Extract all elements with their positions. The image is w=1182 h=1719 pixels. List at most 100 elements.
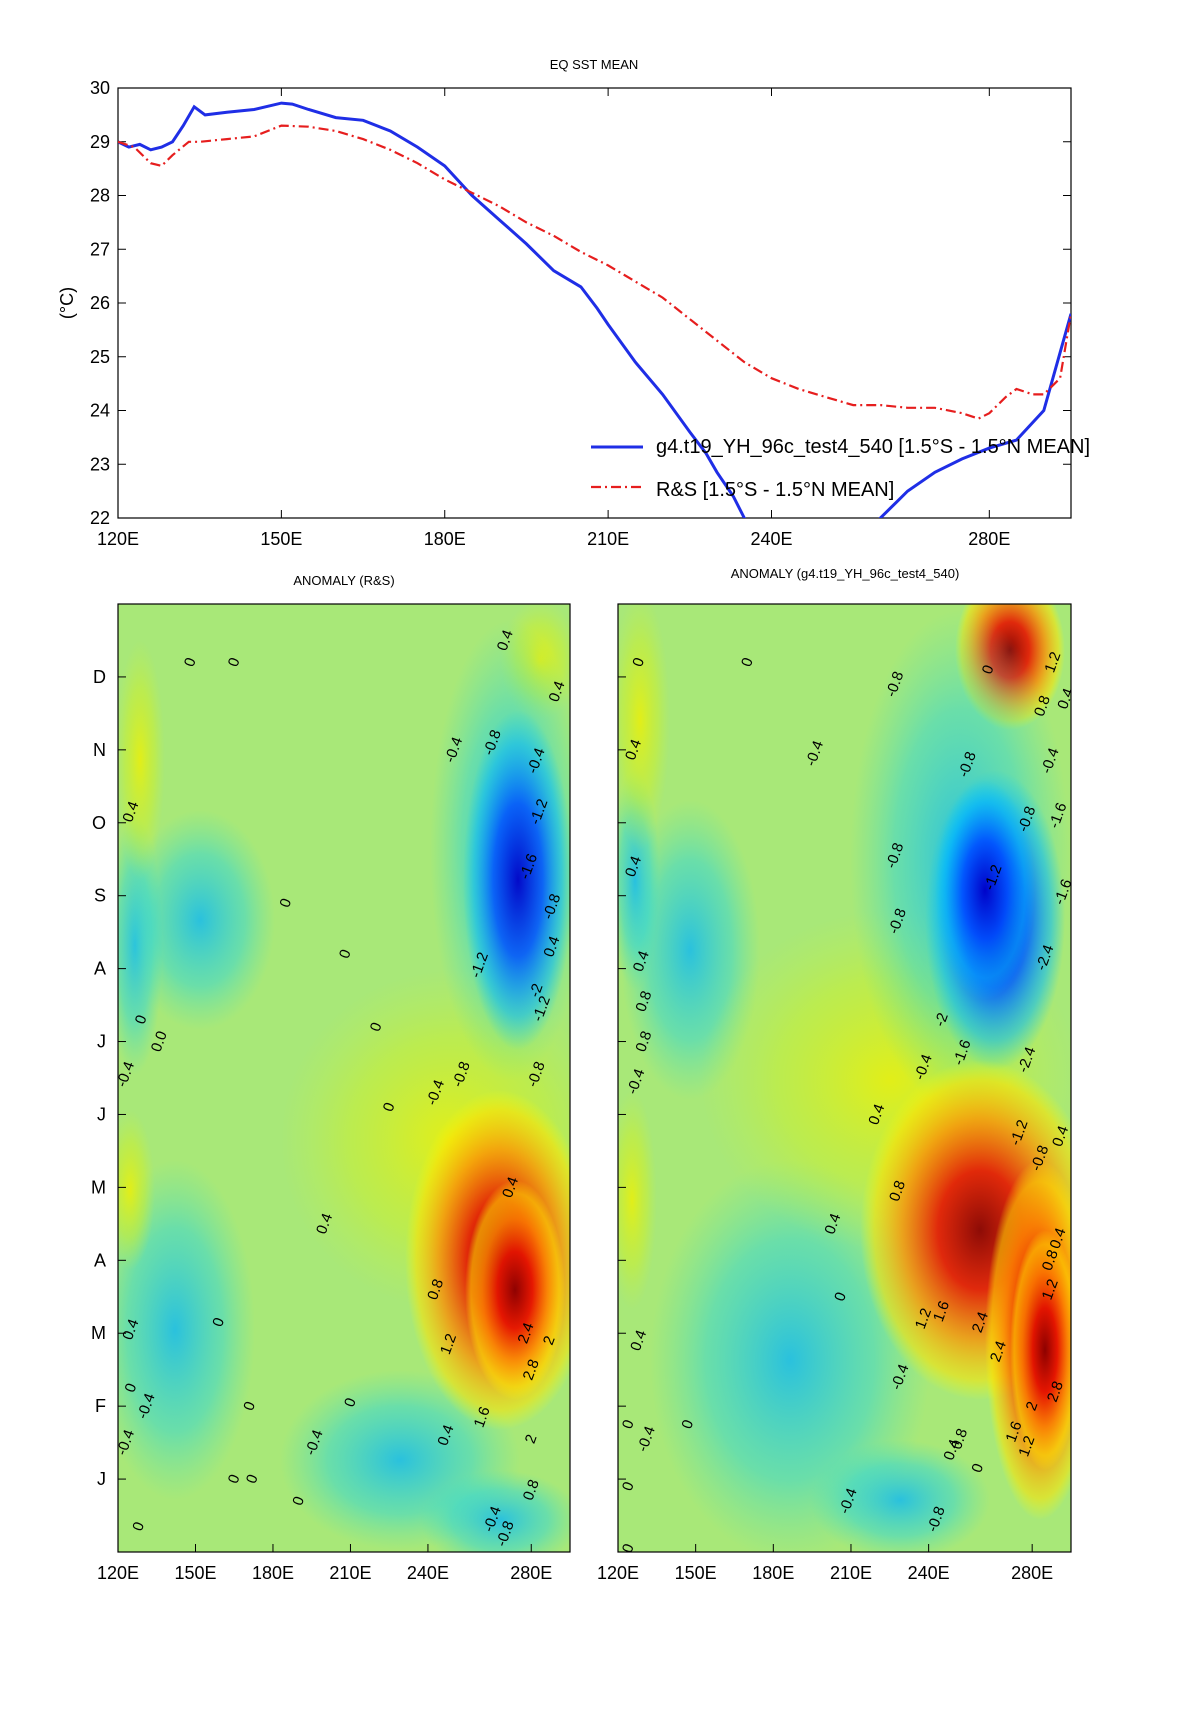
heatmap-model-contour-label: 0.4: [630, 949, 653, 974]
chart1-ytick-label: 24: [90, 401, 110, 421]
heatmap-rs-contour-label: 0.4: [494, 628, 517, 653]
heatmap-rs-contour-label: -2: [526, 981, 547, 999]
heatmap-model-contour-label: 0.4: [865, 1102, 888, 1127]
heatmap-rs-contour-label: 0.4: [119, 1317, 142, 1342]
heatmap-rs-ytick-label: S: [94, 886, 106, 906]
chart1-ytick-label: 23: [90, 454, 110, 474]
heatmap-model-field: [618, 604, 1071, 1552]
heatmap-rs-xtick-label: 150E: [174, 1563, 216, 1583]
heatmap-rs-ytick-label: A: [94, 959, 106, 979]
heatmap-model-contour-label: 0.8: [632, 989, 655, 1014]
heatmap-rs-xtick-label: 180E: [252, 1563, 294, 1583]
chart1-xtick-label: 180E: [424, 529, 466, 549]
heatmap-rs-contour-label: 1.2: [437, 1331, 460, 1356]
heatmap-rs-field: [118, 604, 570, 1552]
chart1-ytick-label: 27: [90, 239, 110, 259]
chart1-ytick-label: 29: [90, 132, 110, 152]
heatmap-model-xtick-label: 210E: [830, 1563, 872, 1583]
chart1-xtick-label: 120E: [97, 529, 139, 549]
heatmap-model-xtick-label: 280E: [1011, 1563, 1053, 1583]
legend-model-label: g4.t19_YH_96c_test4_540 [1.5°S - 1.5°N M…: [656, 436, 1090, 458]
heatmap-rs-xtick-label: 280E: [510, 1563, 552, 1583]
heatmap-rs-contour-label: 0.4: [119, 799, 142, 824]
chart1-title: EQ SST MEAN: [550, 57, 639, 72]
chart1-ylabel: (°C): [57, 287, 77, 319]
series-rs-line: [118, 124, 1071, 420]
heatmap-rs-contour-label: 1.6: [471, 1404, 494, 1429]
chart1-xtick-label: 280E: [968, 529, 1010, 549]
heatmap-rs-contour-label: 0.4: [546, 679, 569, 704]
chart1-xtick-label: 150E: [260, 529, 302, 549]
chart1-ytick-label: 28: [90, 186, 110, 206]
series-model-line: [118, 101, 1071, 518]
heatmap-rs-contour-label: 2.8: [520, 1357, 543, 1382]
heatmap-model-xtick-label: 150E: [675, 1563, 717, 1583]
heatmap-rs-contour-label: 2.4: [515, 1321, 538, 1346]
chart1-ytick-label: 22: [90, 508, 110, 528]
heatmap-rs-ytick-label: M: [91, 1323, 106, 1343]
heatmap-rs-ytick-label: O: [92, 813, 106, 833]
heatmap-rs-ytick-label: F: [95, 1396, 106, 1416]
heatmap-model-contour-label: 2.4: [987, 1339, 1010, 1364]
heatmap-model-contour-label: 0: [619, 1542, 638, 1556]
heatmap-rs-contour-label: 0.0: [148, 1029, 171, 1054]
heatmap-model-contour-label: -2: [931, 1011, 952, 1029]
heatmap-rs-axes-box: [117, 603, 571, 1553]
legend-rs-label: R&S [1.5°S - 1.5°N MEAN]: [656, 479, 894, 501]
heatmap-model-contour-label: 1.6: [930, 1299, 953, 1324]
heatmap-model-contour-label: 0.4: [622, 737, 645, 762]
heatmap-model-xtick-label: 120E: [597, 1563, 639, 1583]
chart1-xtick-label: 210E: [587, 529, 629, 549]
heatmap-rs-contour-label: 0.4: [434, 1423, 457, 1448]
heatmap-rs-xtick-label: 210E: [329, 1563, 371, 1583]
heatmap-model-contour-label: 0.4: [622, 854, 645, 879]
heatmap-rs-ytick-label: M: [91, 1177, 106, 1197]
heatmap-model-contour-label: 1.2: [1015, 1434, 1038, 1459]
heatmap-model-contour-label: 0.4: [821, 1211, 844, 1236]
heatmap-rs-ytick-label: J: [97, 1469, 106, 1489]
chart1-ytick-label: 26: [90, 293, 110, 313]
heatmap-model-contour-label: 0.8: [632, 1029, 655, 1054]
heatmap-model-contour-label: 1.6: [1003, 1419, 1026, 1444]
heatmap-model-contour-label: 1.2: [1041, 650, 1064, 675]
heatmap-rs-contour-label: 0.4: [313, 1211, 336, 1236]
heatmap-model-contour-label: 2.8: [1044, 1379, 1067, 1404]
heatmap-model-contour-label: 0.8: [1031, 693, 1054, 718]
chart1-ytick-label: 25: [90, 347, 110, 367]
chart1-legend: g4.t19_YH_96c_test4_540 [1.5°S - 1.5°N M…: [591, 436, 1090, 501]
heatmap-model-contour-label: 0.8: [948, 1426, 971, 1451]
heatmap-model-contour-label: 0.4: [1049, 1124, 1072, 1149]
chart1-ticks: 120E 150E 180E 210E 240E 280E 22 23 24 25 26 27 28 29…: [90, 78, 1071, 549]
heatmap-model-contour-label: 1.2: [912, 1306, 935, 1331]
heatmap-model-ticks: 120E 150E 180E 210E 240E 280E: [597, 676, 1053, 1583]
heatmap-rs-ytick-label: D: [93, 667, 106, 687]
heatmap-rs-contour-label: 0.8: [520, 1477, 543, 1502]
heatmap-model-xtick-label: 240E: [908, 1563, 950, 1583]
heatmap-rs-contour-label: 0.4: [499, 1175, 522, 1200]
chart3-title: ANOMALY (g4.t19_YH_96c_test4_540): [731, 566, 960, 581]
chart1-ytick-label: 30: [90, 78, 110, 98]
heatmap-model-contour-label: 0.4: [1047, 1226, 1070, 1251]
heatmap-rs-contour-label: 0.8: [424, 1277, 447, 1302]
heatmap-model-contour-label: 2.4: [969, 1310, 992, 1335]
chart2-title: ANOMALY (R&S): [293, 573, 394, 588]
heatmap-model-contour-label: 0.4: [627, 1328, 650, 1353]
heatmap-model-xtick-label: 180E: [752, 1563, 794, 1583]
heatmap-model-contour-label: 0.8: [1039, 1248, 1062, 1273]
heatmap-rs-ytick-label: A: [94, 1250, 106, 1270]
heatmap-rs-contour-label: 0.4: [540, 934, 563, 959]
heatmap-rs-ticks: 120E 150E 180E 210E 240E 280E J F M A M J J A S O N D: [91, 667, 552, 1583]
heatmap-model-contour-label: 0.4: [1054, 686, 1077, 711]
heatmap-model-contour-label: 1.2: [1039, 1277, 1062, 1302]
chart1-xtick-label: 240E: [750, 529, 792, 549]
heatmap-rs-ytick-label: N: [93, 740, 106, 760]
heatmap-model-contour-label: 0.4: [940, 1437, 963, 1462]
heatmap-rs-xtick-label: 120E: [97, 1563, 139, 1583]
heatmap-rs-xtick-label: 240E: [407, 1563, 449, 1583]
heatmap-rs-ytick-label: J: [97, 1032, 106, 1052]
heatmap-rs-ytick-label: J: [97, 1104, 106, 1124]
heatmap-model-contour-label: 0.8: [886, 1178, 909, 1203]
heatmap-model-axes-box: [617, 603, 1072, 1553]
